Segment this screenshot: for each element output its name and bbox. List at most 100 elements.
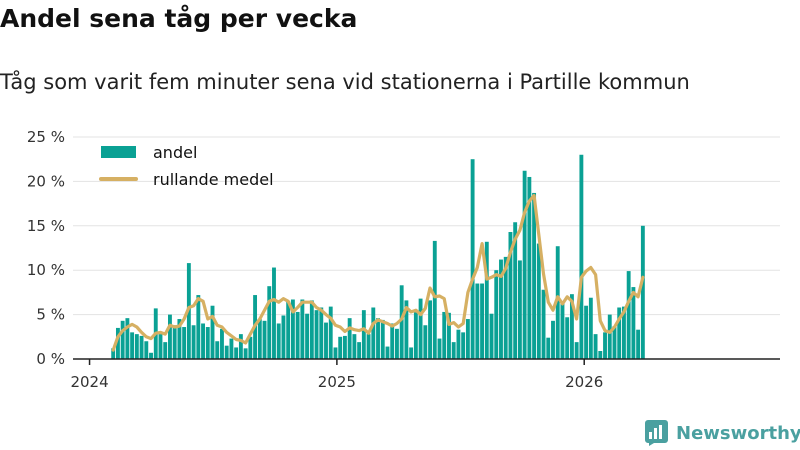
bar <box>461 332 466 359</box>
bar <box>527 176 532 359</box>
bar <box>603 332 607 359</box>
bar <box>399 285 404 359</box>
bar <box>612 326 617 359</box>
bar <box>338 336 343 359</box>
bar <box>636 329 641 359</box>
chart-title: Andel sena tåg per vecka <box>0 4 358 33</box>
bar <box>272 267 276 359</box>
bar <box>541 289 546 359</box>
bar <box>267 286 272 359</box>
bar <box>361 310 366 359</box>
bar <box>286 301 291 359</box>
bar <box>248 336 253 359</box>
bar <box>357 342 362 359</box>
bar <box>220 328 224 359</box>
bar <box>328 306 333 359</box>
bar <box>579 154 584 359</box>
bar <box>442 311 447 359</box>
bar <box>144 341 149 359</box>
y-tick-label: 10 % <box>27 261 65 279</box>
bar <box>305 313 310 359</box>
bar <box>560 302 565 359</box>
bar <box>555 246 560 359</box>
bar <box>257 319 262 359</box>
bar <box>470 159 475 359</box>
bar <box>404 300 409 359</box>
y-tick-label: 15 % <box>27 217 65 235</box>
bar <box>508 232 513 359</box>
bar <box>201 323 205 359</box>
bar <box>475 283 480 359</box>
legend-label-andel: andel <box>153 143 197 162</box>
bar <box>513 222 518 359</box>
chart-area: 0 % 5 % 10 % 15 % 20 % 25 % 2024 2025 2026 ande… <box>27 128 780 391</box>
bar <box>522 170 527 359</box>
bar <box>480 283 485 359</box>
bar <box>380 319 385 359</box>
bar <box>366 334 371 359</box>
bar <box>115 327 120 359</box>
bar <box>484 241 489 359</box>
bar <box>437 338 442 359</box>
bar <box>224 345 229 359</box>
bar <box>125 318 130 359</box>
bar <box>503 256 508 359</box>
legend: andel rullande medel <box>99 143 274 189</box>
bar <box>111 348 116 359</box>
bar <box>309 300 314 359</box>
y-axis-ticks: 0 % 5 % 10 % 15 % 20 % 25 % <box>27 128 65 368</box>
bar <box>588 297 593 359</box>
x-tick-label: 2026 <box>565 373 603 391</box>
bar <box>238 334 243 359</box>
bar <box>163 342 168 359</box>
bar <box>499 259 503 359</box>
y-tick-label: 25 % <box>27 128 65 146</box>
bar <box>626 271 631 359</box>
bar <box>409 347 414 359</box>
bar <box>465 319 470 359</box>
bar <box>423 325 428 359</box>
bar <box>139 335 144 359</box>
bar <box>177 319 182 359</box>
y-tick-label: 20 % <box>27 172 65 190</box>
bar <box>376 318 380 359</box>
bar <box>243 348 248 359</box>
bar <box>451 342 456 359</box>
x-axis-ticks: 2024 2025 2026 <box>70 359 603 391</box>
bar <box>447 312 451 359</box>
bar <box>234 347 239 359</box>
bar <box>215 341 220 359</box>
bar <box>395 328 399 359</box>
bar <box>319 307 324 359</box>
bar <box>593 334 598 359</box>
legend-label-rullande-medel: rullande medel <box>153 170 274 189</box>
bar <box>584 305 589 359</box>
bar <box>413 310 418 359</box>
bar <box>390 323 395 359</box>
bar <box>333 347 338 359</box>
bar <box>134 334 139 359</box>
bar <box>640 225 645 359</box>
chart-bars-icon <box>645 420 668 446</box>
bar <box>532 192 537 359</box>
bar <box>196 295 201 359</box>
bar <box>385 346 390 359</box>
bar <box>371 307 376 359</box>
bar <box>314 310 319 359</box>
bar <box>456 329 461 359</box>
bar <box>551 320 555 359</box>
bar <box>347 318 352 359</box>
bar <box>168 314 172 359</box>
x-tick-label: 2025 <box>318 373 356 391</box>
bar <box>229 338 234 359</box>
newsworthy-logo: Newsworthy <box>645 419 800 447</box>
bar <box>565 317 570 359</box>
brand-name: Newsworthy <box>676 422 800 444</box>
bar <box>281 315 286 359</box>
bar <box>205 327 210 359</box>
bar <box>598 351 603 359</box>
bar <box>494 270 499 359</box>
bar <box>432 240 437 359</box>
bar <box>352 334 357 359</box>
bar <box>191 325 196 359</box>
